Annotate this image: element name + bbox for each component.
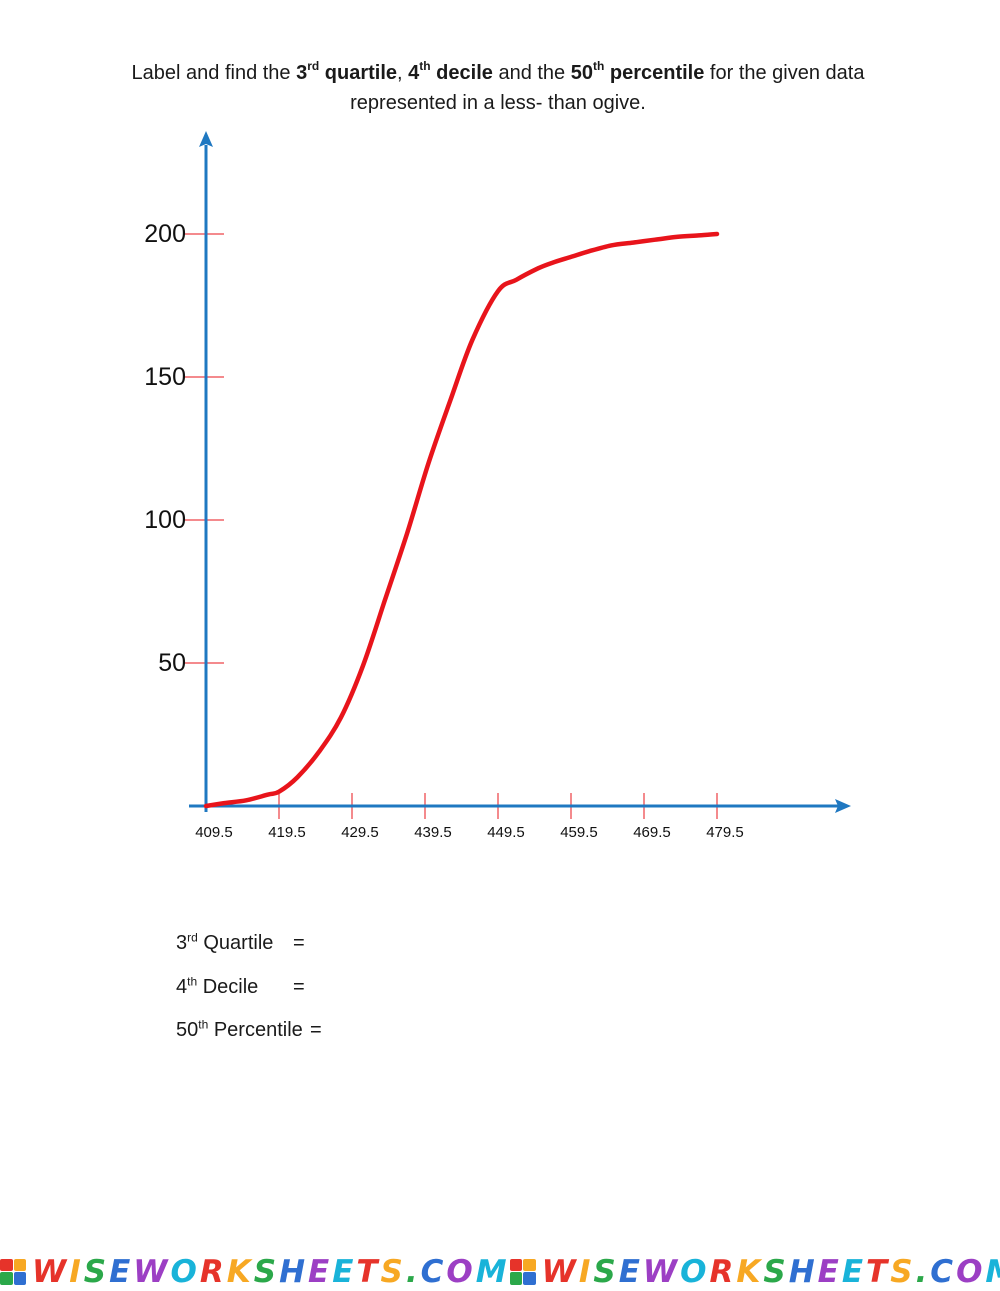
- ogive-curve: [203, 231, 720, 809]
- brand-letter: E: [618, 1253, 643, 1290]
- brand-letter: O: [956, 1253, 986, 1290]
- x-tick-label: 469.5: [633, 824, 671, 841]
- brand-logo-icon: [509, 1258, 536, 1285]
- brand-letter: O: [170, 1253, 200, 1290]
- brand-letter: C: [420, 1253, 447, 1290]
- brand-watermark: WISEWORKSHEETS.COM: [0, 1254, 510, 1290]
- logo-tile: [523, 1258, 536, 1271]
- brand-letter: R: [709, 1253, 737, 1290]
- equals-sign: =: [310, 1019, 322, 1041]
- x-tick-label: 419.5: [268, 824, 306, 841]
- brand-letter: H: [279, 1253, 309, 1290]
- brand-letter: W: [642, 1253, 681, 1290]
- x-axis-ticks: 409.5 419.5 429.5 439.5 449.5 459.5 469.5 479.5: [195, 793, 744, 841]
- answer-row-percentile: 50th Percentile =: [176, 1015, 322, 1059]
- brand-text: WISEWORKSHEETS.COM: [542, 1254, 1000, 1290]
- logo-tile: [13, 1272, 26, 1285]
- answer-row-decile: 4th Decile =: [176, 972, 305, 1016]
- y-tick-label: 100: [144, 506, 186, 534]
- brand-letter: E: [817, 1253, 842, 1290]
- brand-letter: S: [763, 1253, 789, 1290]
- brand-letter: E: [841, 1253, 867, 1290]
- equals-sign: =: [293, 975, 305, 998]
- y-tick-label: 150: [144, 363, 186, 391]
- brand-letter: W: [541, 1253, 579, 1290]
- y-tick-label: 50: [158, 649, 186, 677]
- brand-letter: C: [930, 1253, 957, 1290]
- brand-letter: S: [253, 1253, 280, 1290]
- x-tick-label: 409.5: [195, 824, 233, 841]
- brand-letter: E: [332, 1253, 357, 1290]
- instruction-line-1: Label and find the 3rd quartile, 4th dec…: [131, 59, 865, 84]
- brand-letter: .: [915, 1253, 931, 1290]
- brand-letter: T: [356, 1253, 381, 1290]
- brand-letter: E: [308, 1253, 333, 1290]
- equals-sign: =: [293, 932, 305, 954]
- ogive-chart: 50 100 150 200 409.5 419.5 429.5 439.5 449.5 459…: [144, 131, 851, 841]
- instruction-text: Label and find the 3rd quartile, 4th dec…: [100, 58, 896, 118]
- y-tick-label: 200: [144, 220, 186, 248]
- brand-letter: H: [788, 1253, 818, 1290]
- brand-letter: O: [446, 1253, 476, 1290]
- x-tick-label: 479.5: [706, 824, 744, 841]
- answer-row-quartile: 3rd Quartile =: [176, 928, 305, 972]
- x-tick-label: 439.5: [414, 824, 452, 841]
- x-tick-label: 429.5: [341, 824, 379, 841]
- brand-letter: T: [866, 1253, 891, 1290]
- brand-letter: W: [32, 1253, 70, 1290]
- y-axis-ticks: 50 100 150 200: [144, 220, 224, 677]
- brand-letter: K: [226, 1253, 254, 1290]
- brand-logo-icon: [0, 1258, 26, 1285]
- brand-watermark: WISEWORKSHEETS.COM: [509, 1254, 1000, 1290]
- x-tick-label: 449.5: [487, 824, 525, 841]
- brand-letter: K: [736, 1253, 764, 1290]
- logo-tile: [509, 1272, 523, 1285]
- logo-tile: [0, 1258, 13, 1271]
- logo-tile: [0, 1272, 13, 1285]
- logo-tile: [509, 1258, 523, 1271]
- brand-letter: E: [109, 1253, 134, 1290]
- brand-letter: S: [890, 1253, 916, 1290]
- instruction-line-2: represented in a less- than ogive.: [350, 92, 646, 114]
- x-axis-arrowhead: [835, 799, 851, 813]
- brand-letter: I: [578, 1253, 594, 1290]
- brand-text: WISEWORKSHEETS.COM: [32, 1254, 510, 1290]
- logo-tile: [13, 1258, 26, 1271]
- brand-letter: .: [405, 1253, 421, 1290]
- brand-letter: M: [475, 1253, 510, 1290]
- brand-letter: I: [69, 1253, 84, 1290]
- y-axis-arrowhead: [199, 131, 213, 147]
- brand-letter: S: [83, 1253, 110, 1290]
- x-tick-label: 459.5: [560, 824, 598, 841]
- brand-letter: W: [133, 1253, 171, 1290]
- brand-letter: R: [199, 1253, 227, 1290]
- brand-letter: O: [680, 1253, 710, 1290]
- brand-letter: S: [593, 1253, 619, 1290]
- brand-letter: S: [380, 1253, 406, 1290]
- footer-watermark: WISEWORKSHEETS.COM WISEWORKSHEETS.COM: [0, 1252, 1000, 1291]
- brand-letter: M: [985, 1254, 1000, 1290]
- answer-section: 3rd Quartile = 4th Decile = 50th Percentil…: [176, 928, 322, 1059]
- logo-tile: [523, 1272, 536, 1285]
